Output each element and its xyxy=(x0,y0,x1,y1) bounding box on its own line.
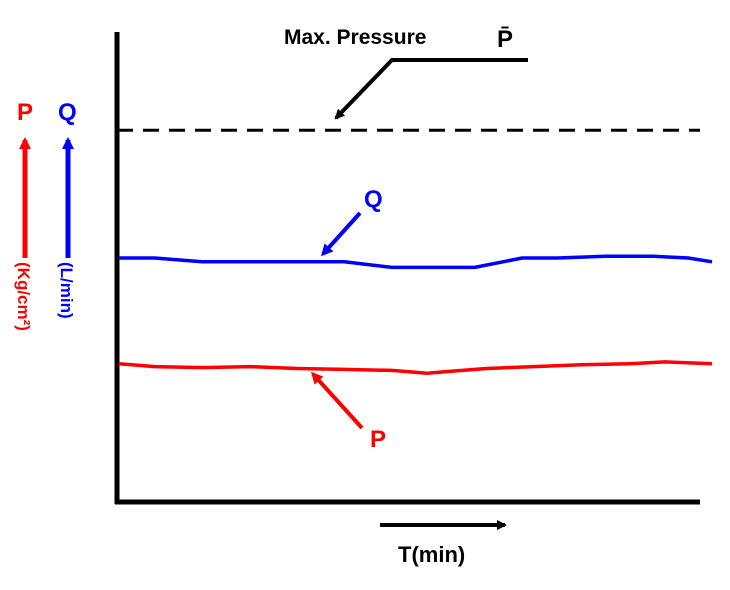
p-annotation-arrow xyxy=(310,371,364,430)
q-axis-unit: (L/min) xyxy=(57,262,76,319)
series-p-line xyxy=(118,360,713,375)
x-axis-label: T(min) xyxy=(398,542,465,567)
p-axis-unit: (Kg/cm²) xyxy=(14,262,33,331)
p-axis-symbol: P xyxy=(17,99,33,126)
max-pressure-symbol: P̄ xyxy=(497,26,513,53)
p-annotation-label: P xyxy=(370,426,386,453)
q-annotation-arrow xyxy=(320,211,362,257)
q-annotation-label: Q xyxy=(364,186,383,213)
q-axis-symbol: Q xyxy=(58,99,77,126)
max-pressure-label: Max. Pressure xyxy=(284,26,426,49)
max-pressure-leader-arrow xyxy=(334,58,528,120)
series-q-line xyxy=(119,254,713,270)
